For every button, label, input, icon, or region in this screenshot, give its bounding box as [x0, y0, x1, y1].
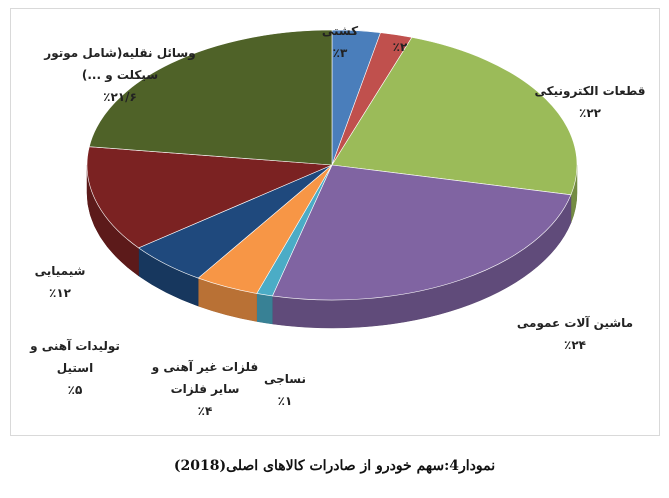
category-label: شیمیایی	[34, 264, 86, 278]
pie-slice	[271, 164, 572, 301]
pie-slice	[331, 37, 578, 196]
slice-label: قطعات الکترونیکی ٪۲۲	[530, 80, 650, 124]
pie-tops	[86, 29, 578, 301]
slice-label: نساجی ٪۱	[255, 368, 315, 412]
slice-label: وسائل نقلیه(شامل موتور سیکلت و ...) ٪۲۱/۶	[40, 42, 200, 108]
category-label: کشتی	[321, 24, 359, 38]
slice-side	[256, 293, 273, 325]
slice-label: تولیدات آهنی و استیل ٪۵	[15, 335, 135, 401]
chart	[86, 29, 578, 329]
value-label: ٪۵	[67, 383, 83, 397]
pie-slice	[88, 29, 333, 166]
category-label: نساجی	[263, 372, 306, 386]
category-label: فلزات غیر آهنی و سایر فلزات	[151, 360, 259, 396]
chart-frame	[10, 8, 660, 436]
value-label: ٪۱	[277, 394, 293, 408]
category-label: قطعات الکترونیکی	[534, 84, 646, 98]
value-label: ٪۲۴	[564, 338, 586, 352]
category-label: ماشین آلات عمومی	[516, 316, 634, 330]
category-label: وسائل نقلیه(شامل موتور سیکلت و ...)	[44, 46, 196, 82]
value-label: ٪۱۲	[49, 286, 71, 300]
slice-label: کشتی ٪۳	[305, 20, 375, 64]
slice-label: ماشین آلات عمومی ٪۲۴	[515, 312, 635, 356]
slice-label: شیمیایی ٪۱۲	[20, 260, 100, 304]
value-label: ٪۳	[332, 46, 348, 60]
slice-label: فلزات غیر آهنی و سایر فلزات ٪۴	[150, 356, 260, 422]
chart-title: نمودار4:سهم خودرو از صادرات کالاهای اصلی…	[173, 458, 496, 474]
pie-slice	[86, 146, 333, 249]
value-label: ٪۲۲	[579, 106, 601, 120]
slice-label: ٪۲	[380, 36, 420, 58]
value-label: ٪۲۱/۶	[103, 90, 137, 104]
value-label: ٪۲	[392, 40, 408, 54]
value-label: ٪۴	[197, 404, 213, 418]
category-label: تولیدات آهنی و استیل	[30, 339, 120, 375]
